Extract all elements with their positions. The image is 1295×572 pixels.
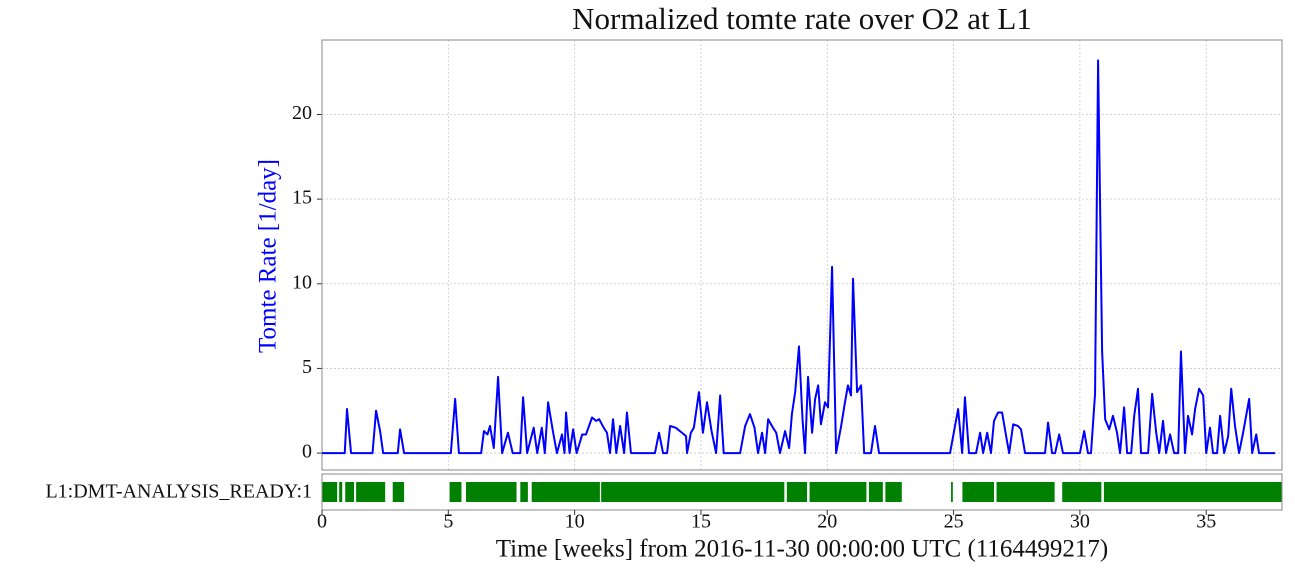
segment bbox=[996, 482, 1055, 502]
segment-frame bbox=[321, 473, 1283, 511]
x-tick-label: 5 bbox=[443, 511, 453, 533]
x-tick-label: 25 bbox=[944, 511, 964, 533]
segment bbox=[466, 482, 517, 502]
chart-title: Normalized tomte rate over O2 at L1 bbox=[572, 1, 1032, 36]
segment bbox=[951, 482, 953, 502]
segment bbox=[962, 482, 994, 502]
x-tick-label: 15 bbox=[691, 511, 711, 533]
segment bbox=[356, 482, 386, 502]
y-tick-label: 5 bbox=[302, 356, 312, 378]
segment bbox=[868, 482, 883, 502]
segment bbox=[531, 482, 600, 502]
segment bbox=[322, 482, 338, 502]
y-tick-label: 0 bbox=[302, 441, 312, 463]
segment bbox=[1103, 482, 1282, 502]
x-tick-label: 0 bbox=[317, 511, 327, 533]
segment-label: L1:DMT-ANALYSIS_READY:1 bbox=[45, 481, 312, 503]
plot-frame bbox=[321, 39, 1283, 471]
y-tick-label: 10 bbox=[292, 271, 312, 293]
x-tick-label: 10 bbox=[565, 511, 585, 533]
segment bbox=[339, 482, 343, 502]
data-line bbox=[322, 59, 1276, 455]
y-axis-label: Tomte Rate [1/day] bbox=[255, 159, 282, 353]
x-tick-label: 30 bbox=[1070, 511, 1090, 533]
segment bbox=[601, 482, 785, 502]
x-axis-label: Time [weeks] from 2016-11-30 00:00:00 UT… bbox=[496, 536, 1108, 563]
segment bbox=[520, 482, 528, 502]
y-tick-label: 20 bbox=[292, 102, 312, 124]
y-tick-label: 15 bbox=[292, 187, 312, 209]
segment bbox=[1062, 482, 1102, 502]
segment bbox=[392, 482, 405, 502]
x-tick-label: 20 bbox=[817, 511, 837, 533]
segment bbox=[449, 482, 462, 502]
segment bbox=[809, 482, 867, 502]
segment bbox=[345, 482, 355, 502]
segment bbox=[885, 482, 902, 502]
segment bbox=[786, 482, 808, 502]
x-tick-label: 35 bbox=[1196, 511, 1216, 533]
